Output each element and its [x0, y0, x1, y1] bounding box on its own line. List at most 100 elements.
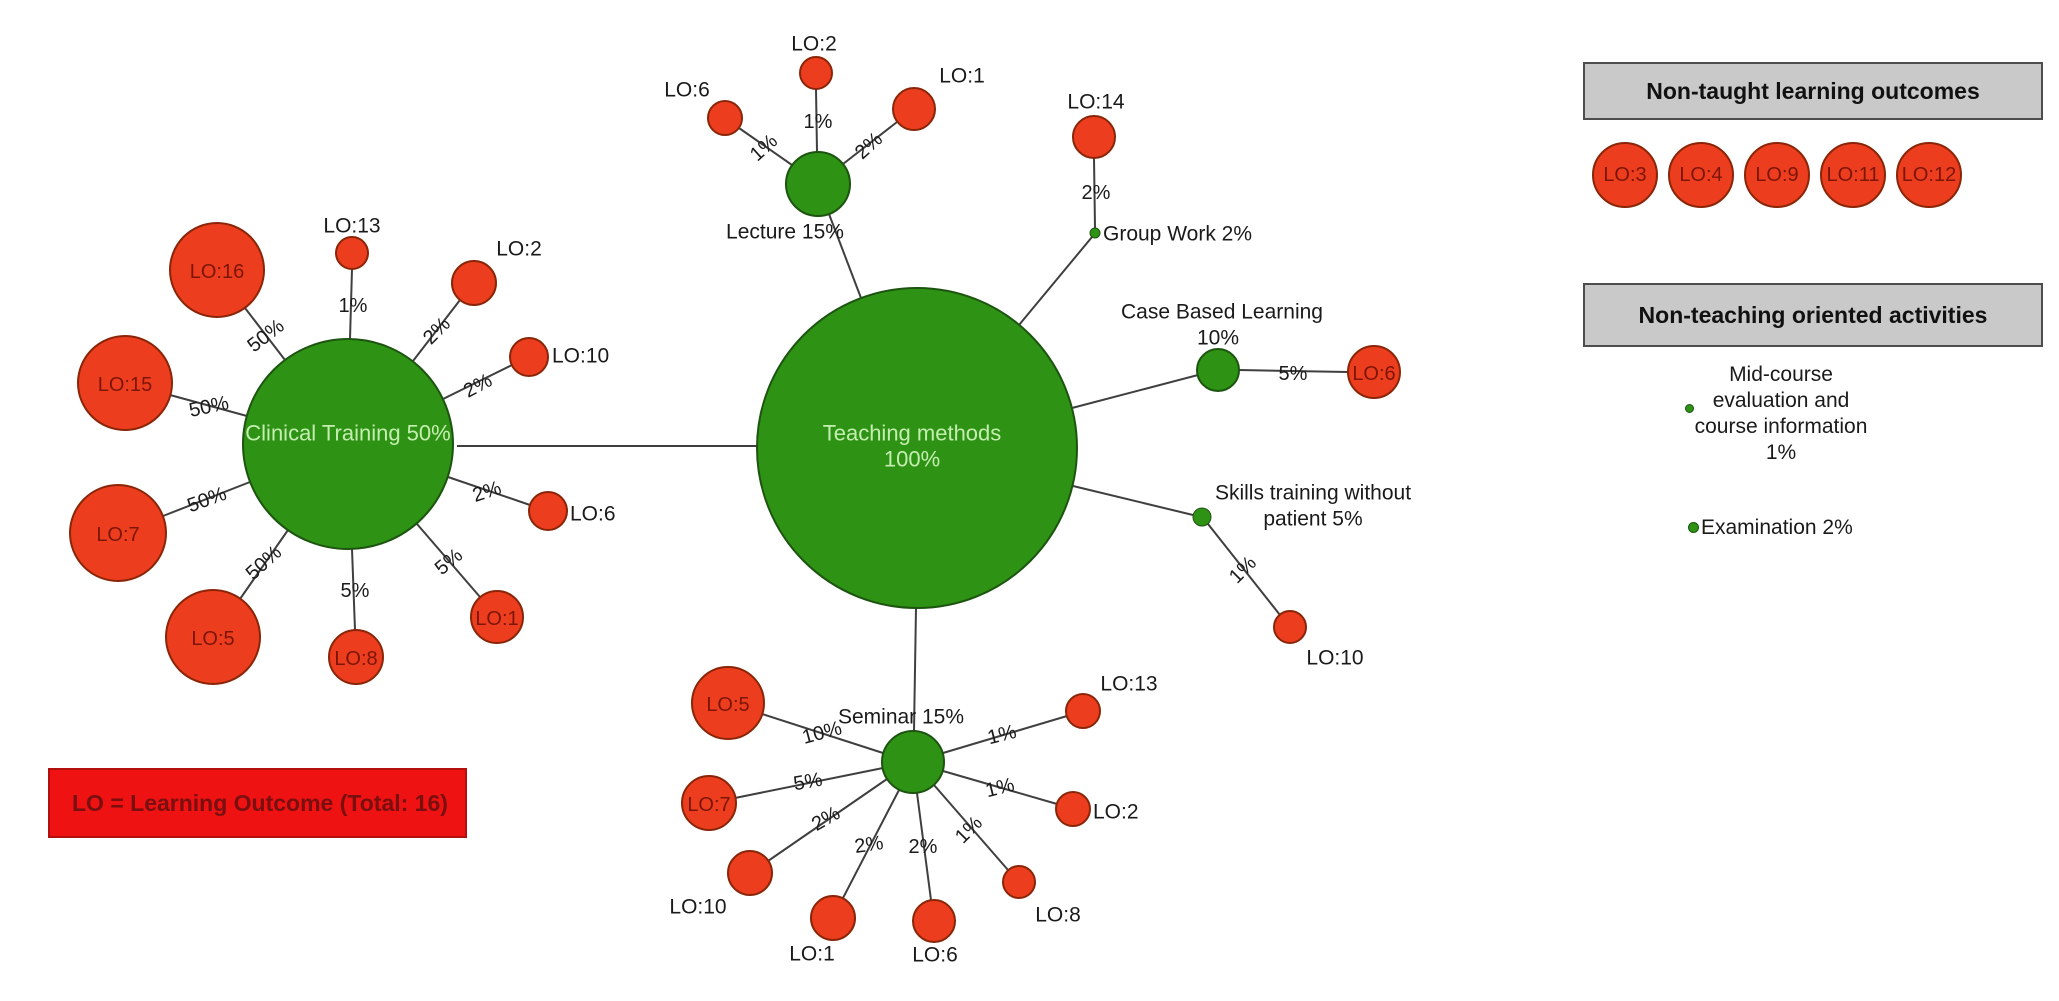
mid-course-line-4: 1% — [1765, 441, 1797, 464]
diagram-label: Case Based Learning — [1121, 301, 1323, 324]
lo-definition-box: LO = Learning Outcome (Total: 16) — [48, 768, 467, 838]
mid-course-label: Mid-course evaluation and course informa… — [1671, 362, 1891, 466]
case-based-learning-circle — [1196, 348, 1240, 392]
mid-course-line-2: evaluation and — [1712, 389, 1850, 412]
examination-label: Examination 2% — [1701, 516, 1853, 539]
diagram-label: LO:6 — [570, 503, 616, 526]
non-teaching-activities-title: Non-teaching oriented activities — [1638, 301, 1988, 328]
non-taught-outcome-lo4: LO:4 — [1668, 142, 1734, 208]
edge-line — [1093, 157, 1096, 229]
diagram-label: 2% — [853, 832, 885, 858]
diagram-label: LO:2 — [1093, 801, 1139, 824]
edge-line — [761, 713, 884, 754]
seminar-lo8-circle — [1002, 865, 1036, 899]
non-taught-outcomes-row: LO:3 LO:4 LO:9 LO:11 LO:12 — [1592, 142, 1962, 208]
diagram-label: Clinical Training 50% — [245, 421, 450, 446]
diagram-label: Teaching methods — [823, 421, 1002, 446]
edge-line — [162, 481, 251, 517]
diagram-label: Group Work 2% — [1103, 223, 1252, 246]
diagram-label: LO:7 — [96, 524, 139, 546]
diagram-label: LO:8 — [1035, 904, 1081, 927]
seminar-circle — [881, 730, 945, 794]
lecture-circle — [785, 151, 851, 217]
teaching-methods-circle — [756, 287, 1078, 609]
edge-line — [942, 770, 1058, 805]
diagram-label: LO:2 — [791, 33, 837, 56]
edge-line — [351, 548, 356, 631]
edge-line — [828, 213, 862, 299]
edge-line — [349, 268, 353, 340]
lecture-lo1-circle — [892, 87, 936, 131]
diagram-label: LO:1 — [789, 943, 835, 966]
edge-line — [1207, 523, 1281, 616]
edge-line — [169, 394, 248, 417]
diagram-label: LO:5 — [706, 694, 749, 716]
diagram-label: 5% — [792, 769, 825, 796]
edge-line — [842, 121, 898, 165]
group-work-dot — [1089, 227, 1101, 239]
groupwork-lo14-circle — [1072, 115, 1116, 159]
non-taught-outcome-lo9: LO:9 — [1744, 142, 1810, 208]
seminar-lo6-circle — [912, 899, 956, 943]
diagram-label: LO:13 — [1100, 673, 1157, 696]
edge-line — [738, 127, 793, 166]
non-teaching-activities-header: Non-teaching oriented activities — [1583, 283, 2043, 347]
non-taught-outcome-lo11: LO:11 — [1820, 142, 1886, 208]
mid-course-line-3: course information — [1694, 415, 1868, 438]
diagram-label: LO:7 — [687, 794, 730, 816]
diagram-label: 100% — [884, 447, 940, 472]
edge-line — [412, 299, 461, 362]
edge-line — [416, 523, 481, 598]
edge-line — [916, 792, 932, 901]
clinical-lo8-circle — [328, 629, 384, 685]
edge-line — [933, 784, 1009, 871]
diagram-label: 2% — [470, 477, 504, 507]
edge-line — [734, 767, 884, 799]
skills-lo10-circle — [1273, 610, 1307, 644]
diagram-label: 1% — [339, 295, 368, 317]
diagram-label: LO:10 — [552, 345, 609, 368]
clinical-lo16-circle — [169, 222, 265, 318]
diagram-label: 5% — [431, 544, 467, 580]
lecture-lo6-circle — [707, 100, 743, 136]
clinical-lo2-circle — [451, 260, 497, 306]
diagram-label: LO:6 — [664, 79, 710, 102]
diagram-label: 2% — [909, 836, 938, 858]
diagram-label: 10% — [800, 717, 845, 749]
diagram-label: LO:10 — [1306, 647, 1363, 670]
clinical-lo15-circle — [77, 335, 173, 431]
diagram-label: 1% — [746, 130, 782, 166]
edge-line — [239, 529, 289, 600]
diagram-label: LO:1 — [475, 608, 518, 630]
clinical-lo6-circle — [528, 491, 568, 531]
diagram-label: LO:1 — [939, 65, 985, 88]
diagram-label: LO:2 — [496, 238, 542, 261]
edge-line — [913, 607, 917, 732]
diagram-label: patient 5% — [1263, 508, 1362, 531]
edge-line — [815, 88, 818, 153]
edge-line — [442, 364, 513, 400]
edge-line — [447, 476, 531, 506]
diagram-label: LO:13 — [323, 215, 380, 238]
clinical-lo7-circle — [69, 484, 167, 582]
seminar-lo10-circle — [727, 850, 773, 896]
non-taught-outcomes-title: Non-taught learning outcomes — [1646, 77, 1980, 104]
examination-dot — [1688, 522, 1699, 533]
diagram-label: 10% — [1197, 327, 1239, 350]
lecture-lo2-circle — [799, 56, 833, 90]
clinical-lo5-circle — [165, 589, 261, 685]
clinical-lo13-circle — [335, 236, 369, 270]
seminar-lo13-circle — [1065, 693, 1101, 729]
diagram-label: LO:5 — [191, 628, 234, 650]
edge-line — [842, 789, 900, 899]
edge-line — [942, 715, 1068, 754]
diagram-label: LO:16 — [190, 261, 244, 283]
lo-definition-text: LO = Learning Outcome (Total: 16) — [72, 789, 448, 816]
skills-training-dot — [1192, 507, 1212, 527]
clinical-lo1-circle — [470, 590, 524, 644]
diagram-label: 1% — [1225, 552, 1261, 588]
diagram-label: LO:14 — [1067, 91, 1125, 114]
seminar-lo5-circle — [691, 666, 765, 740]
